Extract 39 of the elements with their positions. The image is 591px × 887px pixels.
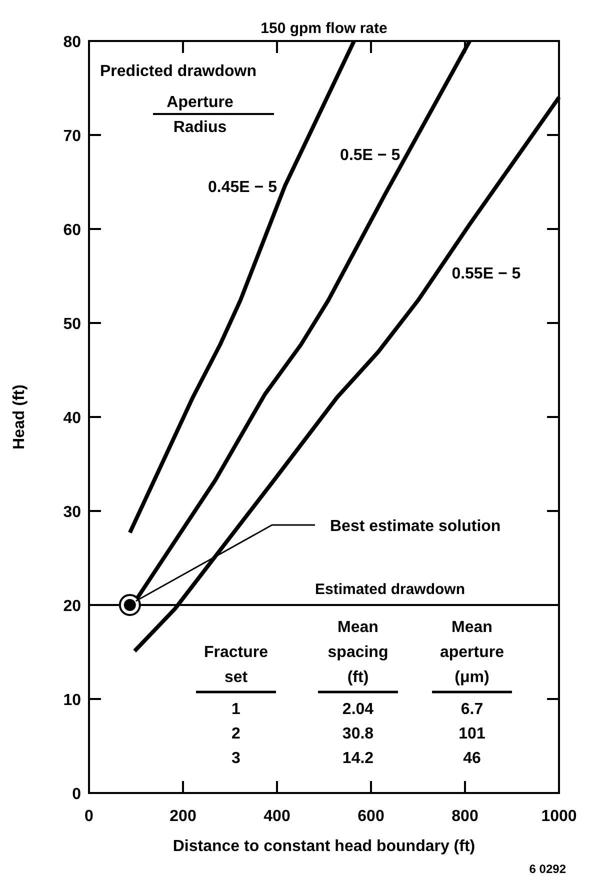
series-label: 0.55E − 5 xyxy=(452,265,521,282)
series-label: 0.45E − 5 xyxy=(208,178,278,196)
y-tick-label: 70 xyxy=(63,128,82,145)
annotation: 6.7 xyxy=(460,701,484,718)
y-axis-title: Head (ft) xyxy=(11,384,28,450)
annotation: 46 xyxy=(463,750,481,767)
annotation: 2.04 xyxy=(342,701,374,718)
y-tick-label: 10 xyxy=(63,692,82,709)
y-tick-label: 50 xyxy=(63,316,82,333)
annotation: Best estimate solution xyxy=(330,518,501,535)
x-axis-title: Distance to constant head boundary (ft) xyxy=(172,838,476,855)
x-tick-label: 400 xyxy=(264,808,290,825)
x-tick-label: 800 xyxy=(452,808,478,825)
annotation: Aperture xyxy=(166,94,234,111)
annotation: 1 xyxy=(232,701,241,718)
ref-line-label: Estimated drawdown xyxy=(314,581,466,598)
annotation: Radius xyxy=(173,119,227,136)
y-tick-label: 20 xyxy=(63,598,82,615)
y-tick-label: 60 xyxy=(63,222,82,239)
x-tick-label: 200 xyxy=(170,808,196,825)
x-tick-label: 1000 xyxy=(541,808,577,825)
chart-title: 150 gpm flow rate xyxy=(260,20,388,37)
y-tick-label: 80 xyxy=(63,34,82,51)
annotation: Mean spacing (ft) xyxy=(328,619,388,686)
y-tick-label: 0 xyxy=(72,786,82,803)
series-label: 0.5E − 5 xyxy=(340,147,400,164)
annotation: 2 xyxy=(232,726,241,742)
x-tick-label: 0 xyxy=(84,808,94,825)
annotation: 14.2 xyxy=(342,750,374,767)
x-tick-label: 600 xyxy=(358,808,384,825)
y-tick-label: 40 xyxy=(63,410,82,427)
annotation: 30.8 xyxy=(342,726,374,742)
legend-title: Predicted drawdown xyxy=(100,63,256,80)
annotation: Mean aperture (μm) xyxy=(440,619,504,686)
text: 6 0292 xyxy=(529,862,566,876)
annotation: 3 xyxy=(232,750,241,767)
y-tick-label: 30 xyxy=(63,504,82,521)
annotation: 101 xyxy=(458,726,486,742)
annotation: Fracture set xyxy=(204,644,268,686)
